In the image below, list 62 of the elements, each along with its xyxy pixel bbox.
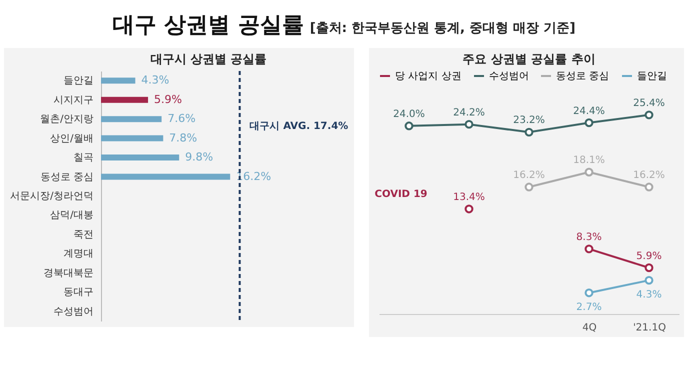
text: [출처: 한국부동산원 통계, 중대형 매장 기준] [310,21,576,36]
y-tick-label: 상인/월배 [50,133,94,144]
y-tick-label: 칠곡 [74,152,94,164]
data-label: 24.2% [453,107,485,118]
point [584,244,594,254]
bar [101,135,164,142]
point [464,120,474,129]
bar [101,174,230,180]
data-label: 7.8% [169,131,198,144]
y-tick-label: 경북대북문 [44,268,94,279]
point [524,128,534,137]
point [644,182,654,192]
data-label: 13.4% [453,192,485,203]
point [644,263,654,272]
point [644,276,654,285]
point [524,182,534,192]
chart-title: 주요 상권별 공실률 추이 [462,52,596,66]
data-label: 25.4% [633,98,665,109]
point [404,122,414,130]
bar [101,116,162,122]
annotation: COVID 19 [374,189,428,200]
point [584,168,594,176]
y-tick-label: 월촌/안지랑 [40,114,94,126]
data-label: 24.4% [573,106,605,117]
data-label: 2.7% [576,302,602,313]
y-tick-label: 죽전 [74,229,94,240]
point [584,288,594,298]
legend-label: 들안길 [637,71,667,82]
data-label: 8.3% [576,232,602,243]
legend-label: 당 사업지 상권 [395,71,462,82]
y-tick-label: 수성범어 [54,306,94,318]
data-label: 5.9% [636,250,662,262]
x-tick-label: '21.1Q [633,322,666,334]
chart-title: 대구시 상권별 공실률 [150,52,267,66]
data-label: 24.0% [393,108,425,120]
y-tick-label: 계명대 [64,248,94,260]
bar [101,96,148,103]
y-tick-label: 들안길 [64,76,94,87]
text: 대구 상권별 공실률 [112,13,304,38]
data-label: 16.2% [513,170,545,182]
x-tick-label: 4Q [582,322,597,334]
y-tick-label: 동대구 [64,287,94,298]
data-label: 5.9% [154,92,182,106]
bar [101,154,180,161]
data-label: 16.2% [633,170,665,182]
y-tick-label: 시지지구 [54,94,94,106]
data-label: 23.2% [513,115,545,126]
data-label: 4.3% [141,74,170,87]
legend-label: 수성범어 [489,71,529,82]
y-tick-label: 동성로 중심 [40,172,94,183]
data-label: 18.1% [573,155,605,166]
point [464,204,474,214]
legend-label: 동성로 중심 [556,71,610,82]
bar [101,78,136,84]
ref-line-label: 대구시 AVG. 17.4% [250,121,348,132]
data-label: 4.3% [636,289,662,300]
point [644,110,654,120]
data-label: 9.8% [185,150,214,164]
point [584,118,594,128]
y-tick-label: 삼덕/대봉 [50,210,94,222]
data-label: 7.6% [168,112,196,126]
y-tick-label: 서문시장/청라언덕 [10,191,94,202]
